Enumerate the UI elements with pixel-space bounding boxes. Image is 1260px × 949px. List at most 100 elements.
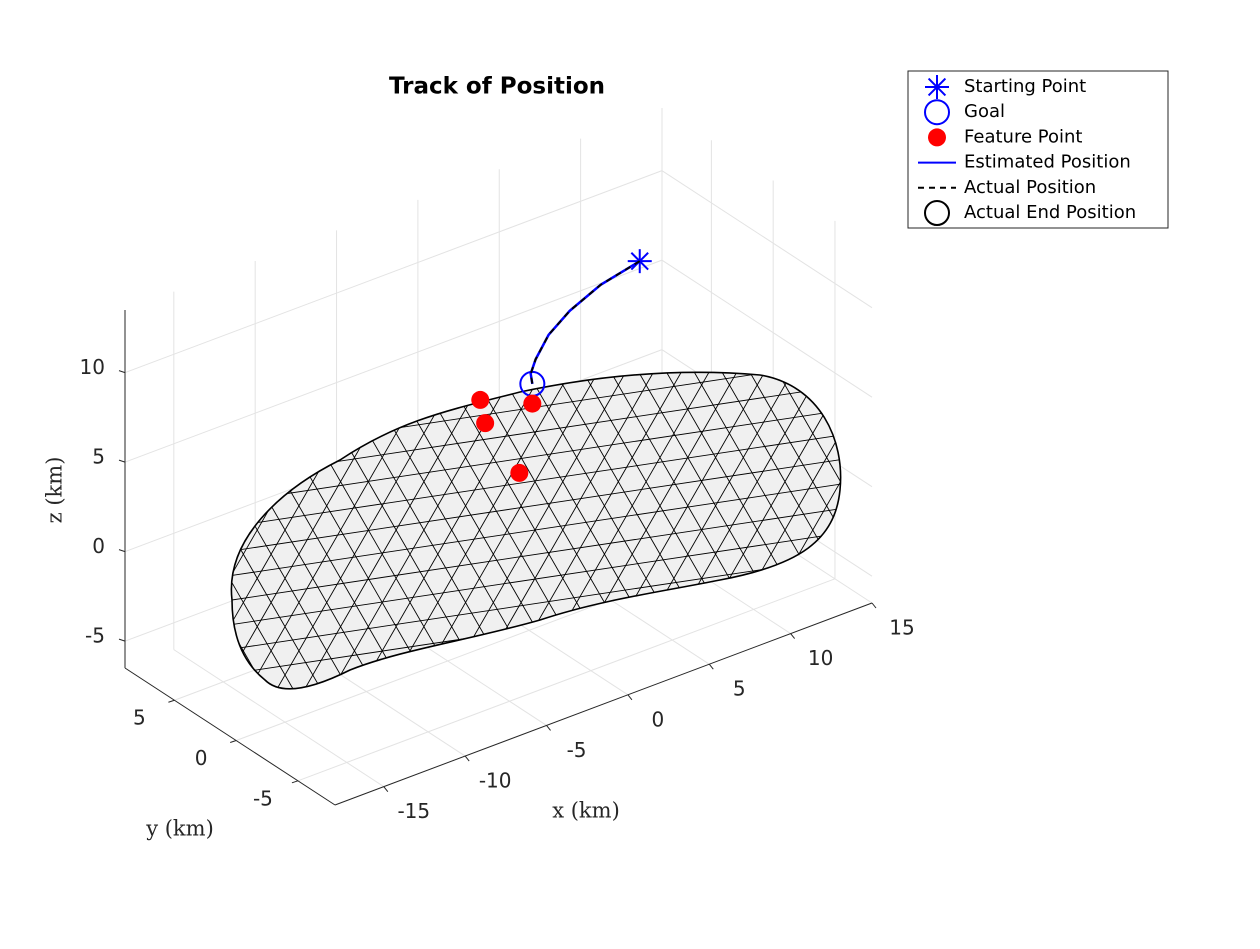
mesh-line — [231, 372, 841, 510]
x-tick — [546, 725, 551, 731]
z-tick — [118, 638, 126, 642]
mesh-line — [284, 372, 786, 689]
mesh-line — [1058, 539, 1260, 945]
mesh-line — [368, 372, 841, 689]
mesh-line — [995, 503, 1260, 945]
mesh-line — [231, 372, 598, 689]
z-tick-label: 10 — [80, 355, 105, 379]
mesh-line — [0, 143, 988, 293]
y-tick — [291, 780, 299, 784]
grid-line — [661, 170, 873, 309]
x-tick-label: 0 — [652, 707, 665, 731]
mesh-line — [326, 372, 828, 689]
asteroid-fill — [231, 372, 841, 689]
mesh-line — [231, 372, 681, 689]
mesh-line — [0, 491, 96, 945]
grid-line — [124, 259, 663, 463]
mesh-line — [231, 372, 681, 689]
x-tick-label: 10 — [808, 646, 833, 670]
x-tick — [464, 755, 470, 762]
dot-marker — [928, 128, 946, 147]
mesh-line — [1037, 527, 1260, 945]
mesh-line — [231, 372, 556, 689]
mesh-line — [827, 406, 841, 689]
x-tick-label: -5 — [567, 738, 587, 762]
mesh-line — [0, 0, 159, 605]
mesh-line — [0, 0, 956, 77]
mesh-line — [347, 372, 841, 689]
mesh-line — [451, 372, 841, 689]
circle-marker — [924, 99, 950, 126]
data — [471, 249, 652, 482]
x-tick — [708, 663, 714, 670]
mesh-line — [0, 443, 179, 945]
legend-label: Actual Position — [964, 177, 1096, 198]
mesh-line — [82, 767, 1082, 917]
mesh-line — [231, 372, 264, 666]
x-tick-label: 5 — [733, 677, 746, 701]
mesh-line — [891, 443, 1260, 945]
legend-label: Actual End Position — [964, 202, 1136, 223]
mesh-line — [231, 372, 723, 689]
axes: -15 -10 -5 0 5 10 15 -5 0 5 -5 0 5 10 — [80, 310, 915, 823]
mesh-line — [806, 394, 841, 689]
mesh-line — [430, 372, 841, 689]
mesh-line — [0, 527, 33, 945]
mesh-line — [1099, 563, 1260, 945]
z-tick — [118, 549, 126, 553]
circle-marker — [924, 200, 950, 226]
mesh-line — [0, 119, 985, 269]
z-axis-label: z (km) — [43, 457, 67, 524]
legend-label: Goal — [964, 101, 1005, 122]
mesh-line — [0, 539, 12, 945]
mesh-line — [576, 372, 841, 689]
grid-line — [124, 170, 663, 374]
y-axis — [124, 667, 336, 806]
x-tick — [627, 694, 633, 701]
mesh-line — [535, 372, 841, 689]
mesh-line — [953, 479, 1260, 945]
mesh-line — [493, 372, 841, 689]
mesh-line — [100, 887, 1100, 945]
mesh-line — [472, 372, 841, 689]
mesh-line — [231, 372, 640, 689]
mesh-line — [93, 839, 1093, 945]
mesh-line — [231, 526, 841, 678]
legend-label: Starting Point — [964, 76, 1086, 97]
dot-marker — [476, 414, 495, 433]
z-tick — [118, 370, 126, 374]
legend-box — [907, 70, 1169, 229]
mesh-line — [0, 431, 200, 945]
dot-marker — [510, 463, 529, 482]
mesh-line — [0, 95, 981, 245]
x-axis — [334, 602, 873, 806]
mesh-line — [231, 372, 473, 689]
mesh-line — [870, 431, 1260, 945]
mesh-line — [231, 394, 264, 689]
dot-marker — [523, 394, 542, 413]
mesh-line — [231, 372, 514, 689]
mesh-line — [785, 382, 841, 689]
mesh-line — [409, 372, 841, 689]
x-tick-label: -15 — [397, 799, 430, 823]
mesh-line — [0, 47, 974, 197]
mesh-line — [107, 935, 1107, 945]
y-tick-label: -5 — [253, 786, 273, 810]
mesh-line — [0, 0, 33, 533]
trajectory-line — [529, 260, 641, 385]
mesh-line — [0, 467, 138, 945]
mesh-line — [231, 372, 841, 414]
x-tick — [383, 786, 389, 792]
mesh-line — [0, 191, 995, 341]
mesh-line — [231, 646, 841, 689]
mesh-line — [974, 491, 1260, 945]
grid-line — [297, 578, 836, 782]
mesh-line — [0, 0, 952, 53]
legend-label: Feature Point — [964, 126, 1082, 147]
mesh-line — [231, 372, 494, 689]
mesh-line — [71, 695, 1071, 845]
mesh-line — [231, 372, 702, 689]
mesh-line — [389, 372, 841, 689]
z-tick-label: -5 — [85, 624, 105, 648]
